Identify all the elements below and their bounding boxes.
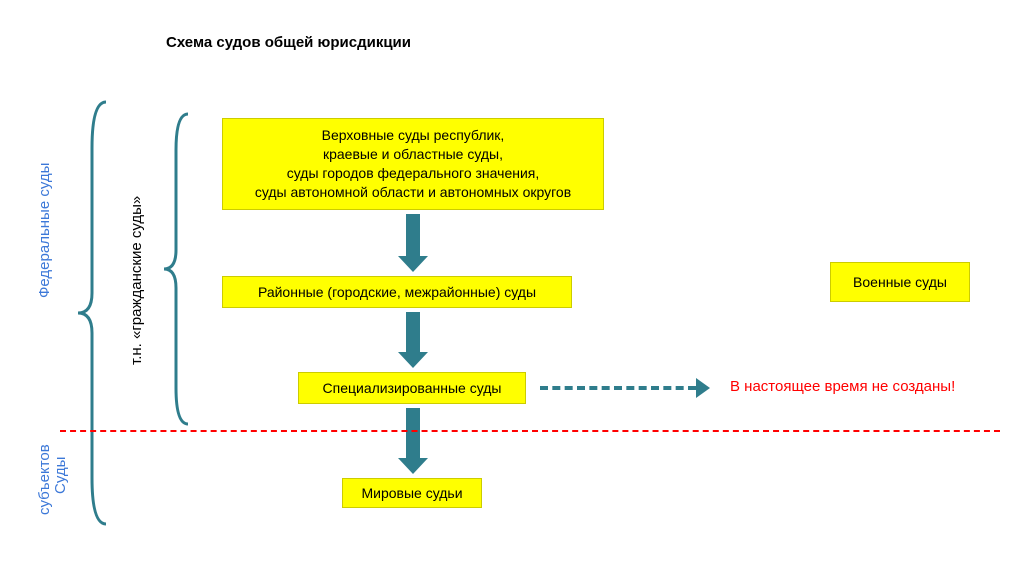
- label-subjects-courts-line1: Суды: [52, 445, 69, 505]
- brace-small: [158, 110, 192, 428]
- arrow-down-1: [402, 214, 424, 272]
- box-magistrates: Мировые судьи: [342, 478, 482, 508]
- arrow-down-2: [402, 312, 424, 368]
- divider-red: [60, 430, 1000, 432]
- box-line: краевые и областные суды,: [323, 145, 503, 164]
- box-district-courts: Районные (городские, межрайонные) суды: [222, 276, 572, 308]
- label-civil-courts: т.н. «гражданские суды»: [128, 150, 145, 410]
- box-line: суды автономной области и автономных окр…: [255, 183, 571, 202]
- box-line: суды городов федерального значения,: [287, 164, 540, 183]
- note-not-created: В настоящее время не созданы!: [730, 378, 955, 395]
- box-line: Верховные суды республик,: [322, 126, 505, 145]
- box-military-courts: Военные суды: [830, 262, 970, 302]
- brace-large: [72, 98, 112, 528]
- arrow-down-3: [402, 408, 424, 474]
- label-subjects-courts-line2: субъектов: [36, 430, 53, 530]
- box-supreme-courts: Верховные суды республик, краевые и обла…: [222, 118, 604, 210]
- box-specialized-courts: Специализированные суды: [298, 372, 526, 404]
- diagram-title: Схема судов общей юрисдикции: [166, 34, 411, 51]
- label-federal-courts: Федеральные суды: [36, 130, 53, 330]
- arrow-dashed-right: [540, 378, 710, 398]
